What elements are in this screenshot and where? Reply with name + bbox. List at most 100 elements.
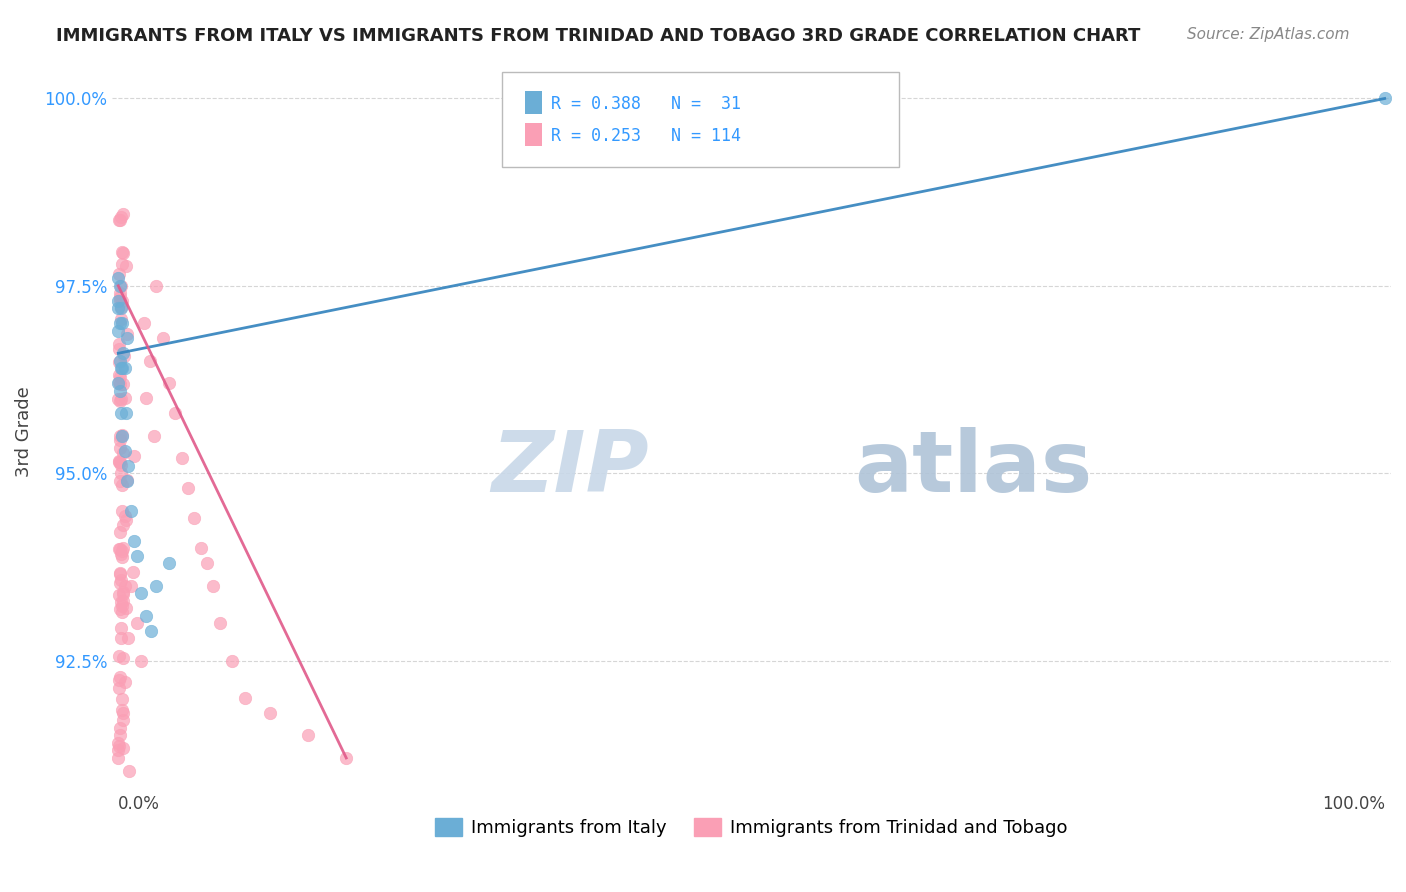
- Point: [110, 458, 132, 472]
- Point: [114, 443, 136, 458]
- Point: [114, 675, 136, 690]
- Text: ZIP: ZIP: [492, 426, 650, 510]
- Point: [135, 608, 157, 623]
- Point: [122, 533, 145, 548]
- Text: 100.0%: 100.0%: [1322, 796, 1385, 814]
- Point: [112, 541, 135, 555]
- Point: [183, 511, 205, 525]
- Point: [157, 556, 180, 570]
- Bar: [524, 123, 541, 146]
- Point: [108, 541, 131, 556]
- Point: [120, 578, 142, 592]
- Point: [117, 458, 139, 473]
- Point: [108, 455, 131, 469]
- Point: [165, 406, 187, 420]
- Point: [107, 392, 129, 406]
- Point: [107, 271, 129, 285]
- Point: [111, 544, 134, 558]
- Point: [108, 428, 131, 442]
- Point: [111, 549, 134, 564]
- Point: [108, 375, 131, 389]
- Point: [108, 278, 131, 293]
- Point: [108, 721, 131, 735]
- Point: [110, 300, 132, 314]
- Point: [111, 703, 134, 717]
- Point: [115, 326, 138, 341]
- Point: [112, 593, 135, 607]
- Point: [108, 369, 131, 384]
- Point: [110, 621, 132, 635]
- Point: [111, 518, 134, 533]
- Point: [177, 481, 200, 495]
- Point: [111, 428, 134, 442]
- Point: [110, 406, 132, 420]
- Point: [110, 631, 132, 645]
- Point: [120, 503, 142, 517]
- Point: [142, 428, 165, 442]
- Point: [112, 377, 135, 392]
- Point: [145, 278, 167, 293]
- Point: [110, 301, 132, 316]
- Point: [110, 474, 132, 488]
- Point: [114, 578, 136, 592]
- Point: [111, 651, 134, 665]
- Point: [107, 743, 129, 757]
- Point: [107, 337, 129, 351]
- Text: Source: ZipAtlas.com: Source: ZipAtlas.com: [1187, 27, 1350, 42]
- Point: [111, 587, 134, 601]
- Point: [152, 331, 174, 345]
- Point: [108, 601, 131, 615]
- Point: [110, 547, 132, 561]
- Point: [127, 615, 149, 630]
- Point: [111, 244, 134, 259]
- Point: [107, 293, 129, 308]
- Point: [108, 377, 131, 392]
- Point: [110, 211, 132, 225]
- Point: [107, 736, 129, 750]
- Point: [111, 477, 134, 491]
- Point: [110, 294, 132, 309]
- Point: [107, 376, 129, 391]
- Point: [110, 433, 132, 447]
- Point: [112, 706, 135, 721]
- Point: [110, 594, 132, 608]
- Point: [112, 349, 135, 363]
- Point: [107, 324, 129, 338]
- Point: [108, 454, 131, 468]
- FancyBboxPatch shape: [502, 72, 898, 167]
- Point: [110, 466, 132, 480]
- Point: [110, 361, 132, 376]
- Point: [111, 446, 134, 460]
- Point: [118, 764, 141, 779]
- Point: [110, 566, 132, 581]
- Bar: [524, 91, 541, 114]
- Point: [108, 394, 131, 409]
- Point: [139, 353, 162, 368]
- Text: R = 0.253   N = 114: R = 0.253 N = 114: [551, 128, 741, 145]
- Point: [141, 624, 163, 638]
- Point: [107, 355, 129, 369]
- Point: [111, 692, 134, 706]
- Point: [108, 285, 131, 300]
- Point: [108, 316, 131, 330]
- Point: [110, 573, 132, 587]
- Point: [221, 653, 243, 667]
- Point: [111, 316, 134, 330]
- Legend: Immigrants from Italy, Immigrants from Trinidad and Tobago: Immigrants from Italy, Immigrants from T…: [427, 811, 1076, 845]
- Point: [297, 728, 319, 742]
- Point: [111, 361, 134, 376]
- Point: [112, 246, 135, 260]
- Point: [114, 508, 136, 523]
- Point: [202, 578, 225, 592]
- Point: [259, 706, 281, 720]
- Point: [107, 673, 129, 687]
- Point: [129, 653, 152, 667]
- Point: [117, 631, 139, 645]
- Point: [108, 213, 131, 227]
- Point: [111, 741, 134, 756]
- Point: [110, 392, 132, 407]
- Point: [115, 331, 138, 345]
- Point: [110, 525, 132, 540]
- Point: [190, 541, 212, 555]
- Point: [107, 301, 129, 316]
